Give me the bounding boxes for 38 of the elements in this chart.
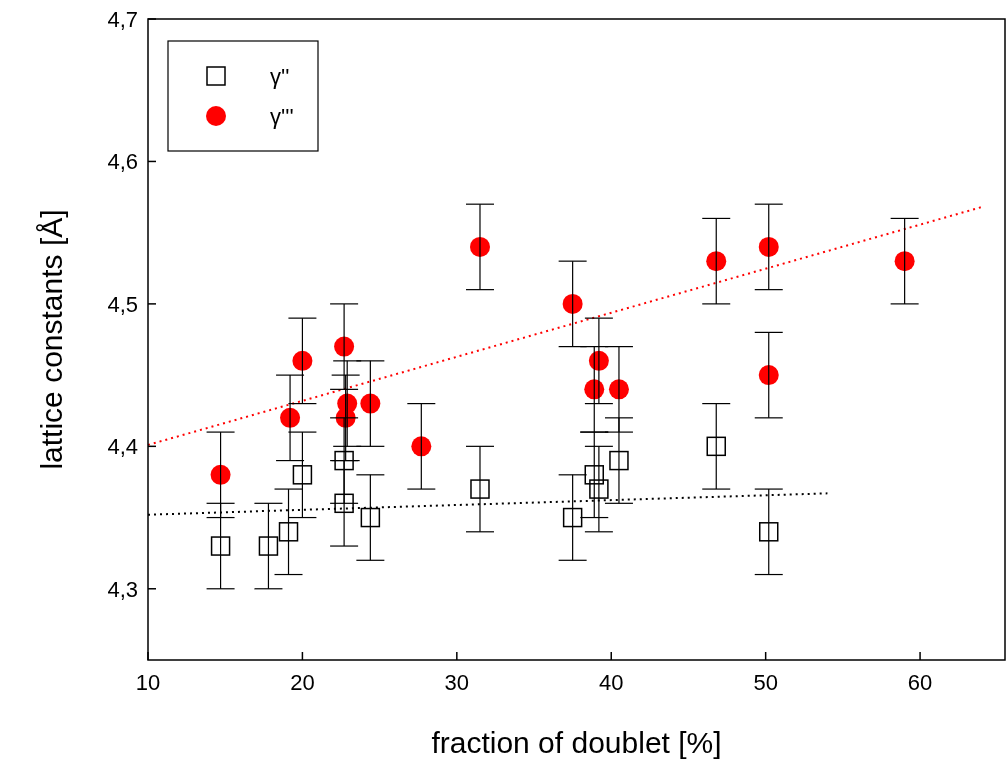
legend-label: γ'' [270,64,290,89]
point [334,493,354,514]
point [758,365,779,386]
point [334,450,354,471]
point [562,507,583,528]
point [758,236,779,257]
point [589,479,609,499]
point [360,507,381,528]
point [706,436,726,457]
legend-label: γ''' [270,104,294,129]
point [210,536,231,556]
x-tick-label: 40 [599,670,624,695]
point [706,251,727,272]
y-tick-label: 4,6 [107,149,138,175]
point [292,350,313,371]
x-tick-label: 20 [290,670,315,695]
point [470,479,490,499]
x-tick-label: 30 [444,670,470,695]
y-tick-label: 4,7 [107,7,138,32]
x-tick-label: 60 [907,670,933,695]
point [258,536,279,556]
point [210,464,231,485]
y-axis-title: lattice constants [Å] [35,209,68,470]
point [562,293,583,314]
y-tick-label: 4,5 [107,291,138,317]
y-tick-label: 4,4 [107,434,138,460]
point [609,450,629,471]
x-tick-label: 50 [753,670,778,695]
point [584,465,605,485]
point [278,522,299,542]
point [411,436,432,457]
point [292,465,313,485]
point [759,522,779,542]
x-tick-label: 10 [135,670,161,695]
x-axis-title: fraction of doublet [%] [431,726,722,759]
point [360,393,381,414]
point [894,251,915,272]
y-tick-label: 4,3 [107,576,138,602]
